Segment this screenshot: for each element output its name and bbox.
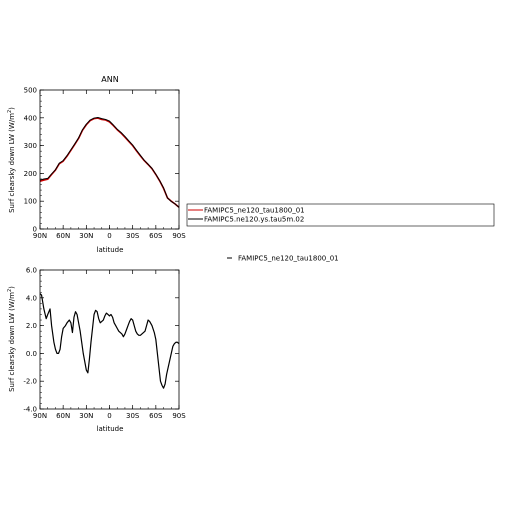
top-x-tick-label: 30N	[79, 232, 93, 240]
bottom-x-tick-label: 30S	[126, 412, 140, 420]
bottom-x-axis-label: latitude	[97, 425, 124, 433]
top-legend: FAMIPC5_ne120_tau1800_01 FAMIPC5.ne120.y…	[186, 203, 495, 227]
top-y-tick-label: 300	[24, 142, 37, 150]
top-y-tick-label: 100	[24, 198, 37, 206]
top-legend-label-ctrl: FAMIPC5_ne120_tau1800_01	[204, 207, 305, 215]
top-y-tick-label: 400	[24, 114, 37, 122]
top-x-tick-label: 0	[107, 232, 111, 240]
top-legend-label-test: FAMIPC5.ne120.ys.tau5m.02	[204, 216, 304, 224]
bottom-plot-area	[39, 293, 180, 389]
bottom-legend: FAMIPC5_ne120_tau1800_01	[227, 255, 339, 263]
top-x-tick-label: 60S	[149, 232, 163, 240]
top-y-tick-label: 0	[33, 226, 37, 234]
bottom-y-tick-label: 0.0	[26, 350, 37, 358]
bottom-panel: 90N 60N 30N 0 30S 60S 90S-4.0-2.00.02.04.06.0 …	[7, 267, 186, 434]
bottom-x-tick-label: 30N	[79, 412, 93, 420]
top-y-axis-label-sup: 2	[7, 110, 13, 113]
bottom-y-axis-label-sup: 2	[7, 289, 13, 292]
bottom-y-tick-label: 2.0	[26, 322, 37, 330]
top-series-line-1	[39, 117, 180, 208]
top-x-tick-label: 30S	[126, 232, 140, 240]
bottom-axes: 90N 60N 30N 0 30S 60S 90S -4.0 -2.0 0.0 2.0 4.0 6.0	[23, 267, 186, 421]
top-panel-title: ANN	[101, 75, 118, 84]
top-x-tick-label: 90N	[33, 232, 47, 240]
top-plot-frame	[39, 89, 180, 230]
bottom-legend-label: FAMIPC5_ne120_tau1800_01	[238, 255, 339, 263]
bottom-x-tick-label: 60N	[56, 412, 70, 420]
top-x-tick-label: 90S	[172, 232, 186, 240]
top-y-axis-label-main: Surf clearsky down LW (W/m	[8, 113, 16, 213]
bottom-y-axis-label-end: )	[8, 286, 16, 289]
top-y-axis-label-end: )	[8, 107, 16, 110]
top-axes: 90N 60N 30N 0 30S 60S 90S 0 100 200 300 400 500	[24, 87, 187, 241]
top-y-tick-label: 200	[24, 170, 37, 178]
bottom-series-line-0	[39, 293, 180, 389]
bottom-y-tick-label: 4.0	[26, 294, 37, 302]
bottom-x-tick-label: 60S	[149, 412, 163, 420]
bottom-y-tick-label: 6.0	[26, 267, 37, 275]
top-x-tick-label: 60N	[56, 232, 70, 240]
top-legend-box	[186, 203, 495, 227]
top-x-axis-label: latitude	[97, 246, 124, 254]
bottom-y-axis-label: Surf clearsky down LW (W/m2)	[7, 286, 16, 392]
bottom-x-tick-label: 90S	[172, 412, 186, 420]
bottom-y-tick-label: -2.0	[23, 378, 37, 386]
top-y-tick-label: 500	[24, 87, 37, 95]
bottom-y-tick-label: -4.0	[23, 406, 37, 414]
bottom-x-tick-label: 0	[107, 412, 111, 420]
bottom-x-tick-label: 90N	[33, 412, 47, 420]
top-plot-area	[39, 117, 180, 208]
top-y-axis-label: Surf clearsky down LW (W/m2)	[7, 107, 16, 213]
bottom-y-axis-label-main: Surf clearsky down LW (W/m	[8, 292, 16, 392]
top-panel: ANN 90N 60N 30N 0 30S 60S 90S0100200300400500 …	[7, 75, 186, 254]
